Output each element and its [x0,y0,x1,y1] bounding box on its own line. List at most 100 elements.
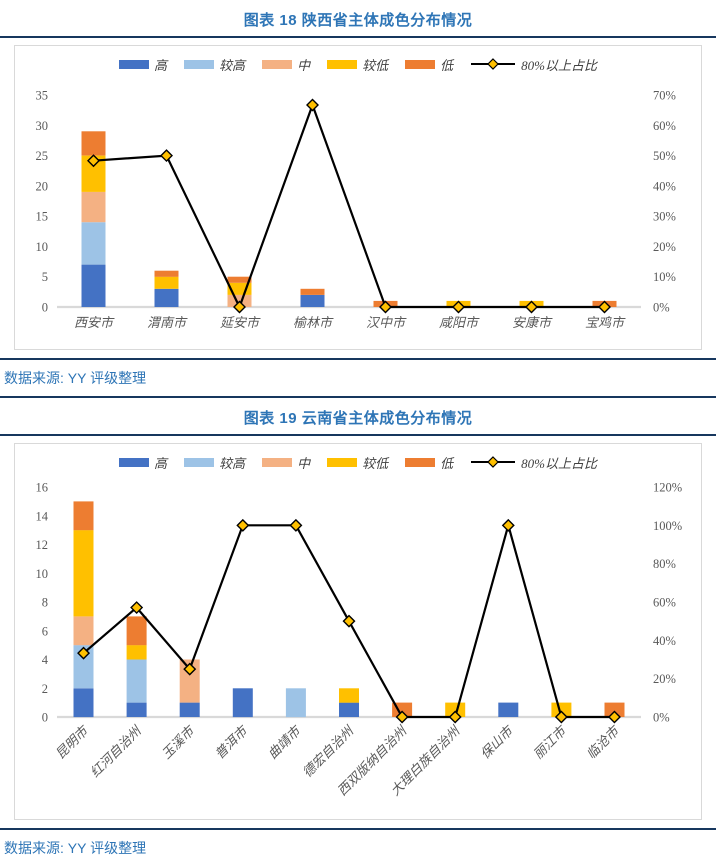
figure-shaanxi: 图表 18 陕西省主体成色分布情况 高 较高 中 较低 低 80%以上占比 0 5 10 15 2… [0,0,716,396]
legend-item-80%以上占比: 80%以上占比 [470,55,597,74]
bar-segment-较高 [126,659,147,703]
right-axis-tick-label: 80% [653,557,676,571]
legend-label: 低 [440,455,454,471]
legend-label: 较高 [219,57,246,73]
legend-label: 高 [154,455,168,471]
legend-swatch-icon [405,59,436,69]
legend-swatch-icon [119,59,150,69]
trend-marker-diamond-icon [452,300,465,314]
left-axis-tick-label: 16 [36,481,49,495]
figure-yunnan: 图表 19 云南省主体成色分布情况 高 较高 中 较低 低 80%以上占比 0 2 4 6 8 10… [0,398,716,866]
right-axis-tick-label: 30% [653,210,676,224]
trend-marker-diamond-icon [77,646,91,660]
bar-segment-高 [126,702,147,717]
bar-segment-较高 [285,688,306,718]
combo-chart-yunnan: 0 2 4 6 8 10 12 14 16 0% 20% 40% 60% 80% 100% 120% 昆明市 红河… [15,473,701,817]
category-label: 昆明市 [52,722,92,762]
left-axis-tick-label: 6 [42,624,48,638]
caption-divider-line [0,434,716,436]
category-label: 临沧市 [583,722,623,762]
line-legend-sample-icon [471,456,516,468]
legend-swatch-icon [327,59,358,69]
trend-marker-diamond-icon [87,154,100,168]
bar-segment-低 [604,702,625,717]
trend-marker-diamond-icon [607,710,621,724]
trend-marker-diamond-icon [342,614,356,628]
left-axis-tick-label: 30 [36,119,49,133]
right-axis-tick-label: 0% [653,711,670,725]
chart-legend: 高 较高 中 较低 低 80%以上占比 [15,451,701,473]
left-axis-tick-label: 2 [42,682,48,696]
trend-marker-diamond-icon [554,710,568,724]
category-label: 榆林市 [293,315,334,330]
right-axis-tick-label: 60% [653,596,676,610]
legend-label: 较低 [362,57,389,73]
trend-marker-diamond-icon [183,662,197,676]
right-axis-tick-label: 0% [653,301,670,315]
trend-marker-diamond-icon [289,518,303,532]
legend-item-高: 高 [119,55,167,74]
left-axis-tick-label: 10 [36,567,49,581]
data-source-note: 数据来源: YY 评级整理 [4,370,147,386]
trend-marker-diamond-icon [501,518,515,532]
bar-segment-高 [339,702,359,717]
data-source-note: 数据来源: YY 评级整理 [4,840,147,856]
trend-marker-diamond-icon [306,98,319,112]
bar-segment-低 [126,616,147,646]
legend-label: 80%以上占比 [521,455,597,471]
legend-label: 低 [440,57,454,73]
section-separator-line [0,396,716,398]
bar-segment-较低 [73,530,94,617]
category-label: 咸阳市 [439,315,480,330]
right-axis-tick-label: 40% [653,179,676,193]
legend-item-中: 中 [262,55,310,74]
bar-segment-低 [227,276,252,283]
bar-segment-较高 [73,645,94,689]
bar-segment-低 [154,270,179,277]
bar-segment-高 [300,294,325,307]
category-label: 安康市 [512,315,553,330]
percent-trend-line [93,101,605,310]
bar-segment-较低 [551,702,572,717]
legend-item-较低: 较低 [327,453,388,472]
left-axis-tick-label: 12 [36,538,49,552]
legend-label: 中 [297,455,311,471]
legend-item-较低: 较低 [327,55,388,74]
bar-segment-较低 [154,276,179,289]
legend-item-80%以上占比: 80%以上占比 [470,453,597,472]
right-axis-tick-label: 50% [653,149,676,163]
left-axis-tick-label: 25 [36,149,49,163]
category-label: 玉溪市 [159,722,199,762]
source-divider-line [0,828,716,830]
bar-segment-较低 [339,688,359,703]
right-axis-tick-label: 70% [653,89,676,103]
figure-caption-shaanxi: 图表 18 陕西省主体成色分布情况 [243,12,473,29]
left-axis-tick-label: 20 [36,179,49,193]
trend-marker-diamond-icon [525,300,538,314]
figure-caption-yunnan: 图表 19 云南省主体成色分布情况 [243,410,473,427]
legend-label: 较低 [362,455,389,471]
category-label: 普洱市 [212,722,252,762]
bar-segment-较低 [445,702,466,717]
left-axis-tick-label: 8 [42,596,48,610]
right-axis-tick-label: 100% [653,519,682,533]
legend-swatch-icon [262,59,293,69]
legend-swatch-icon [405,457,436,467]
left-axis-tick-label: 10 [36,240,49,254]
chart-svg: 0 2 4 6 8 10 12 14 16 0% 20% 40% 60% 80% 100% 120% 昆明市红河… [36,481,683,799]
legend-label: 80%以上占比 [521,57,597,73]
bar-segment-中 [81,191,106,223]
left-axis-tick-label: 0 [42,301,48,315]
legend-item-较高: 较高 [184,55,245,74]
category-label: 保山市 [477,722,517,762]
bar-segment-高 [73,688,94,718]
trend-marker-diamond-icon [448,710,462,724]
bar-segment-低 [73,501,94,531]
legend-swatch-icon [262,457,293,467]
category-label: 渭南市 [147,315,188,330]
legend-item-低: 低 [405,453,453,472]
category-label: 汉中市 [366,315,407,330]
right-axis-tick-label: 120% [653,481,682,495]
legend-label: 中 [297,57,311,73]
